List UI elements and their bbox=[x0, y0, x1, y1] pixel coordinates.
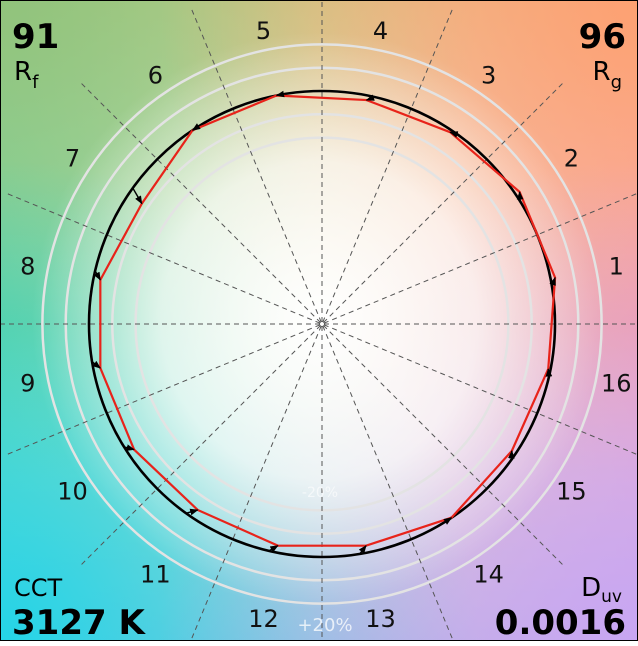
bin-label: 15 bbox=[556, 478, 587, 506]
shift-arrow bbox=[275, 90, 285, 98]
cct-value: 3127 K bbox=[12, 603, 146, 641]
rg-label: R bbox=[592, 57, 610, 87]
svg-text:Rf: Rf bbox=[14, 57, 39, 93]
shift-arrow bbox=[549, 276, 556, 287]
rg-value: 96 bbox=[579, 17, 626, 57]
rg-sub: g bbox=[611, 72, 622, 93]
svg-text:Duv: Duv bbox=[581, 573, 622, 607]
bin-label: 6 bbox=[148, 62, 163, 90]
bin-label: 11 bbox=[140, 560, 171, 588]
shift-arrow bbox=[191, 123, 201, 131]
rf-block: 91 Rf bbox=[12, 17, 59, 93]
bin-label: 8 bbox=[20, 252, 35, 280]
shift-arrow bbox=[449, 131, 459, 138]
bin-label: 1 bbox=[609, 252, 624, 280]
bin-label: 2 bbox=[564, 144, 579, 172]
scale-label-plus: +20% bbox=[297, 615, 352, 636]
reference-circle bbox=[87, 89, 557, 559]
cct-label: CCT bbox=[14, 574, 63, 602]
shift-arrow bbox=[443, 517, 453, 525]
duv-block: Duv 0.0016 bbox=[495, 573, 626, 643]
shift-arrow bbox=[132, 187, 143, 205]
rf-label: R bbox=[14, 57, 32, 87]
bin-label: 12 bbox=[248, 605, 279, 633]
shift-arrow bbox=[358, 545, 367, 555]
bin-label: 3 bbox=[481, 62, 496, 90]
bin-label: 10 bbox=[57, 478, 88, 506]
shift-arrow bbox=[185, 508, 199, 516]
shift-arrows bbox=[91, 90, 556, 555]
shift-arrow bbox=[365, 94, 376, 101]
scale-label-minus: -20% bbox=[302, 485, 338, 501]
shift-arrow bbox=[508, 450, 515, 461]
bin-label: 7 bbox=[65, 144, 80, 172]
shift-arrow bbox=[545, 368, 553, 378]
bin-label: 9 bbox=[20, 370, 35, 398]
bin-label: 13 bbox=[365, 605, 396, 633]
shift-arrow bbox=[91, 360, 101, 369]
shift-arrow bbox=[268, 545, 279, 553]
duv-label: D bbox=[581, 573, 601, 603]
bin-label: 14 bbox=[473, 560, 504, 588]
svg-text:Rg: Rg bbox=[592, 57, 622, 93]
guide-ring bbox=[41, 43, 603, 605]
shift-arrow bbox=[93, 270, 101, 281]
rf-value: 91 bbox=[12, 17, 59, 57]
bin-label: 4 bbox=[373, 17, 388, 45]
bin-label: 16 bbox=[601, 370, 632, 398]
shift-arrow bbox=[123, 444, 135, 451]
bin-label: 5 bbox=[256, 17, 271, 45]
rg-block: 96 Rg bbox=[579, 17, 626, 93]
duv-sub: uv bbox=[601, 587, 622, 607]
shift-arrow bbox=[516, 191, 524, 202]
cct-block: CCT 3127 K bbox=[12, 574, 146, 643]
duv-value: 0.0016 bbox=[495, 603, 626, 641]
rf-sub: f bbox=[32, 72, 39, 93]
